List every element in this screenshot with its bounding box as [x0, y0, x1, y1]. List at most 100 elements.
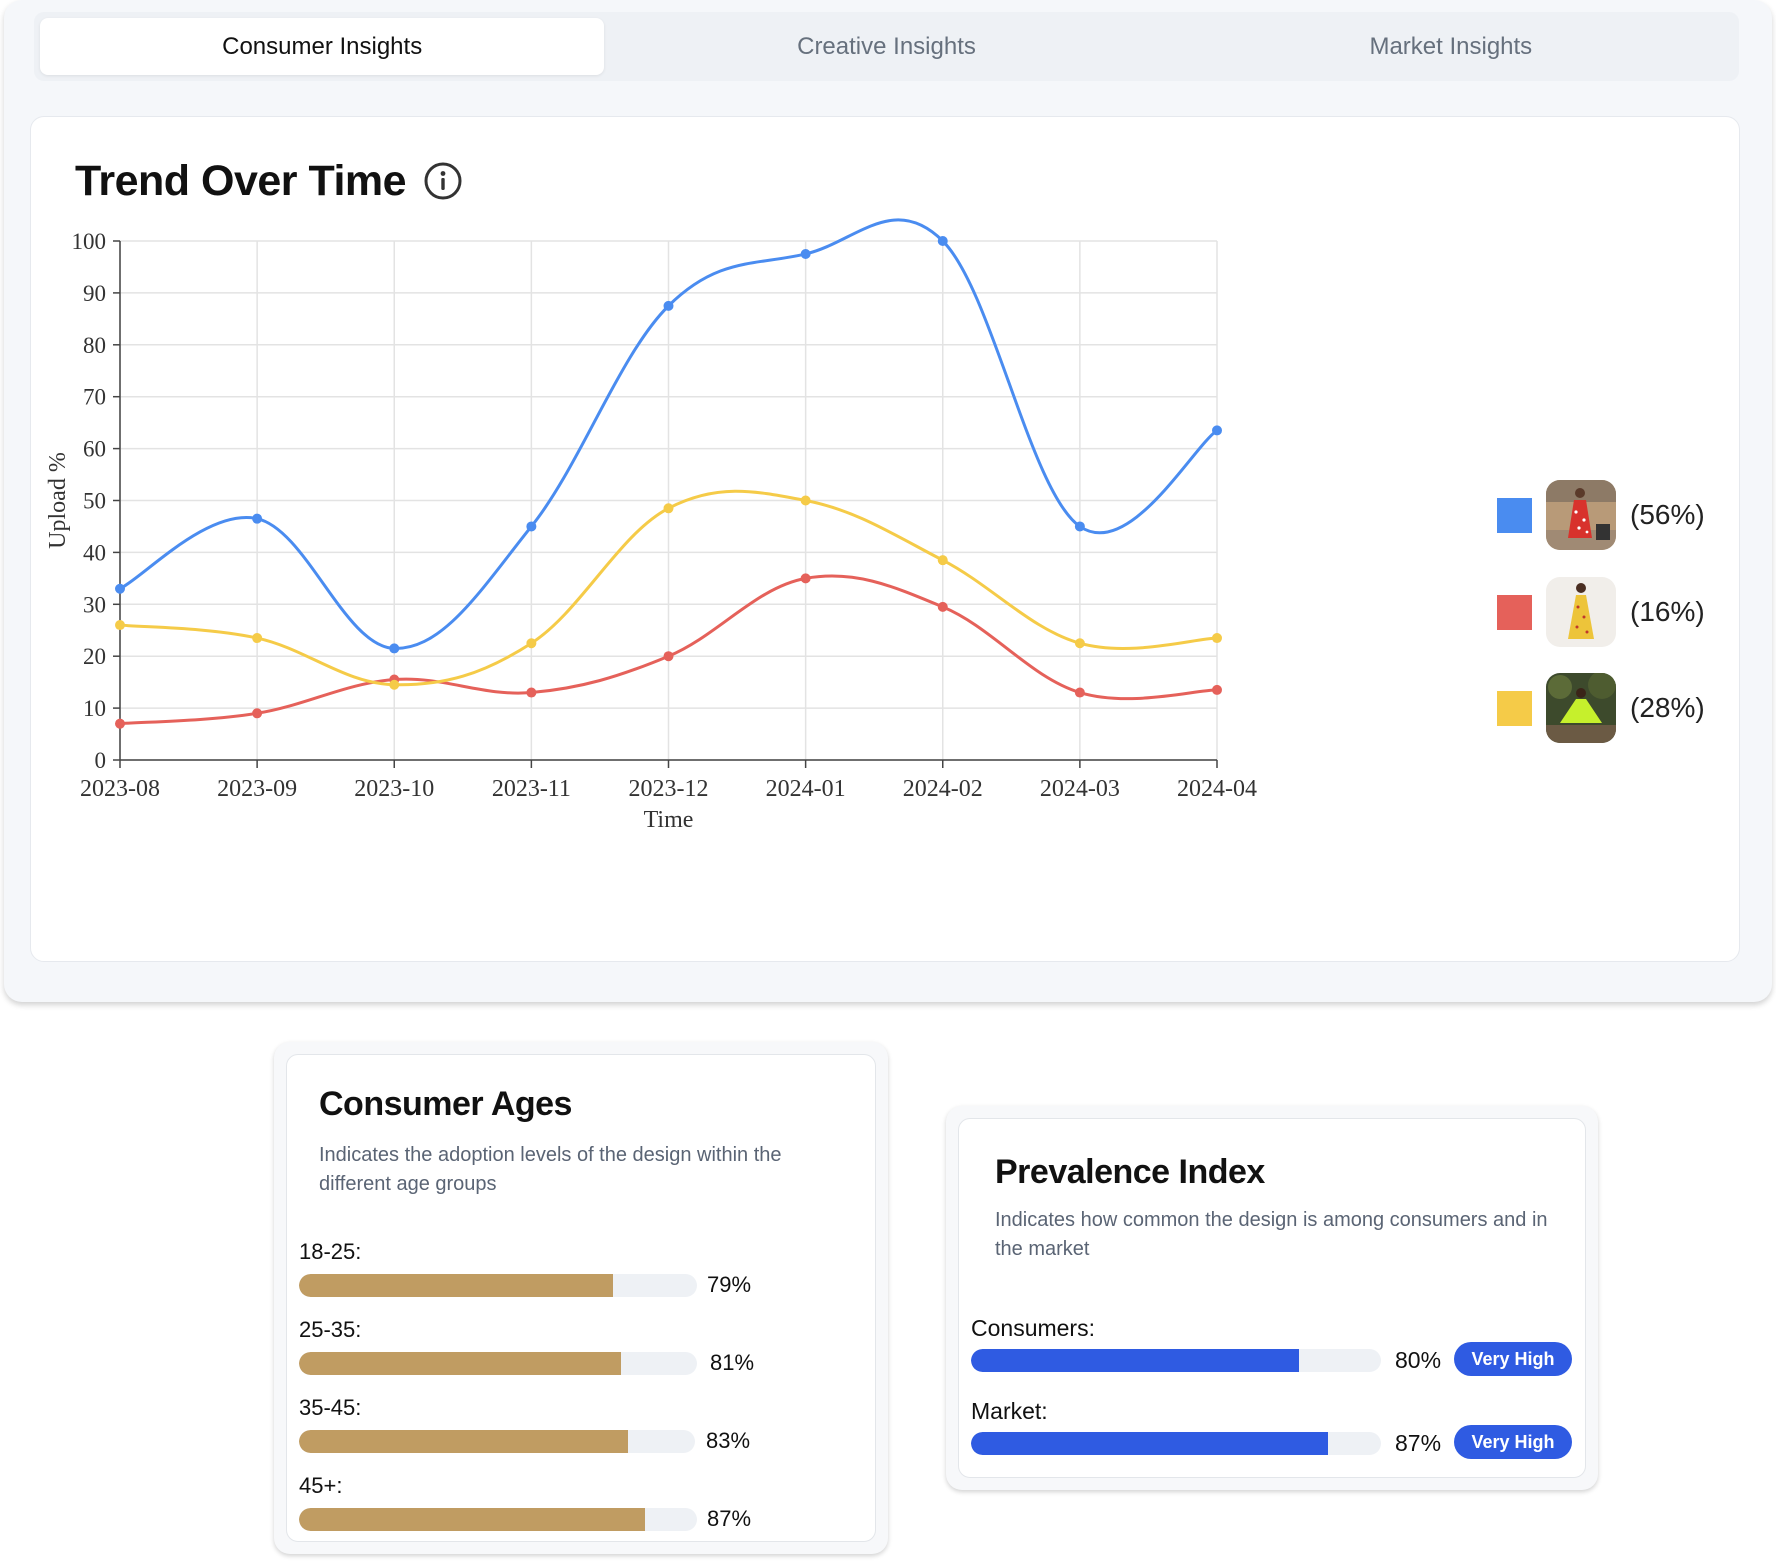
data-point: [389, 643, 400, 654]
data-point: [115, 718, 125, 729]
prevalence-index-inner: Prevalence Index Indicates how common th…: [958, 1118, 1586, 1478]
data-point: [1074, 687, 1085, 698]
age-bar: [299, 1430, 695, 1453]
age-percentage: 79%: [707, 1272, 752, 1297]
age-bar: [299, 1274, 697, 1297]
data-point: [252, 708, 263, 719]
y-tick-label: 50: [83, 489, 106, 514]
x-axis-title: Time: [644, 807, 694, 833]
age-bar-fill: [299, 1352, 622, 1375]
y-tick-label: 0: [95, 748, 107, 773]
age-label: 18-25:: [299, 1239, 362, 1264]
data-point: [252, 513, 263, 524]
data-point: [1212, 633, 1222, 644]
legend-percentage: (16%): [1630, 596, 1705, 627]
y-tick-label: 60: [83, 437, 106, 462]
legend-item[interactable]: (56%): [1497, 479, 1705, 551]
data-point: [1074, 521, 1085, 532]
legend-item[interactable]: (16%): [1497, 576, 1705, 648]
prevalence-level-badge: Very High: [1454, 1342, 1572, 1376]
y-axis-title: Upload %: [45, 452, 71, 549]
age-percentage: 83%: [706, 1428, 751, 1453]
x-tick-label: 2024-02: [903, 776, 983, 802]
data-point: [800, 573, 811, 584]
prevalence-label: Consumers:: [971, 1315, 1095, 1341]
prevalence-label: Market:: [971, 1398, 1048, 1424]
y-tick-label: 30: [83, 592, 106, 617]
x-tick-label: 2024-04: [1177, 776, 1257, 802]
lime-dress-photo: [1546, 673, 1616, 743]
prevalence-bar: [971, 1432, 1381, 1455]
trend-chart: 0 10 20 30 40 50 60 70 80 90 100 2023-08 2023-09 2023…: [45, 218, 1257, 833]
prevalence-percentage: 80%: [1395, 1347, 1442, 1373]
age-label: 25-35:: [299, 1317, 362, 1342]
data-point: [800, 495, 811, 506]
x-tick-label: 2024-01: [766, 776, 846, 802]
trend-title: Trend Over Time: [75, 157, 407, 205]
data-point: [937, 236, 948, 246]
legend-swatch: [1497, 690, 1532, 726]
prevalence-bar: [971, 1349, 1381, 1372]
prevalence-index-card: Prevalence Index Indicates how common th…: [946, 1106, 1598, 1490]
data-point: [389, 679, 400, 690]
prevalence-level-badge: Very High: [1454, 1425, 1572, 1459]
legend-swatch: [1497, 497, 1532, 533]
data-point: [526, 521, 537, 532]
consumer-ages-description: Indicates the adoption levels of the des…: [319, 1144, 782, 1195]
red-floral-dress-photo: [1546, 480, 1616, 550]
data-point: [115, 620, 125, 631]
x-tick-label: 2023-11: [492, 776, 571, 802]
y-tick-label: 40: [83, 540, 106, 565]
y-tick-label: 80: [83, 333, 106, 358]
y-tick-label: 70: [83, 385, 106, 410]
x-tick-label: 2023-12: [629, 776, 709, 802]
age-bar-fill: [299, 1430, 628, 1453]
data-point: [526, 638, 537, 649]
y-tick-label: 90: [83, 281, 106, 306]
prevalence-index-description: Indicates how common the design is among…: [995, 1209, 1548, 1260]
legend-item[interactable]: (28%): [1497, 672, 1705, 744]
prevalence-percentage: 87%: [1395, 1430, 1442, 1456]
data-point: [1212, 425, 1222, 436]
age-bar: [299, 1508, 697, 1531]
legend-percentage: (56%): [1630, 499, 1705, 530]
data-point: [1074, 638, 1085, 649]
y-tick-label: 20: [83, 644, 106, 669]
info-circle-icon[interactable]: [423, 161, 463, 201]
y-tick-label: 100: [72, 229, 107, 254]
x-tick-label: 2023-08: [80, 776, 160, 802]
data-point: [663, 651, 674, 662]
yellow-floral-dress-photo: [1546, 577, 1616, 647]
consumer-ages-inner: Consumer Ages Indicates the adoption lev…: [286, 1054, 876, 1542]
y-tick-label: 10: [83, 696, 106, 721]
prevalence-bar-fill: [971, 1349, 1299, 1372]
x-tick-label: 2023-10: [354, 776, 434, 802]
consumer-ages-card: Consumer Ages Indicates the adoption lev…: [274, 1042, 888, 1554]
data-point: [663, 300, 674, 311]
tab-consumer-insights[interactable]: Consumer Insights: [40, 18, 605, 75]
tab-market-insights[interactable]: Market Insights: [1369, 32, 1533, 60]
prevalence-index-title: Prevalence Index: [995, 1153, 1265, 1191]
age-percentage: 87%: [707, 1506, 752, 1531]
data-point: [937, 601, 948, 612]
x-tick-label: 2024-03: [1040, 776, 1120, 802]
data-point: [937, 555, 948, 566]
age-percentage: 81%: [710, 1350, 755, 1375]
consumer-ages-title: Consumer Ages: [319, 1085, 572, 1123]
legend-swatch: [1497, 594, 1532, 630]
data-point: [526, 687, 537, 698]
age-label: 35-45:: [299, 1395, 362, 1420]
insights-tabs: Consumer Insights Creative Insights Mark…: [34, 12, 1739, 81]
data-point: [115, 583, 125, 594]
age-bar: [299, 1352, 697, 1375]
legend-percentage: (28%): [1630, 692, 1705, 723]
data-point: [1212, 684, 1222, 695]
tab-creative-insights[interactable]: Creative Insights: [797, 32, 976, 60]
series-line: [119, 574, 1218, 726]
age-bar-fill: [299, 1508, 646, 1531]
data-point: [252, 633, 263, 644]
insights-panel: Consumer Insights Creative Insights Mark…: [4, 0, 1772, 1002]
x-tick-label: 2023-09: [217, 776, 297, 802]
prevalence-bar-fill: [971, 1432, 1328, 1455]
data-point: [800, 248, 811, 259]
